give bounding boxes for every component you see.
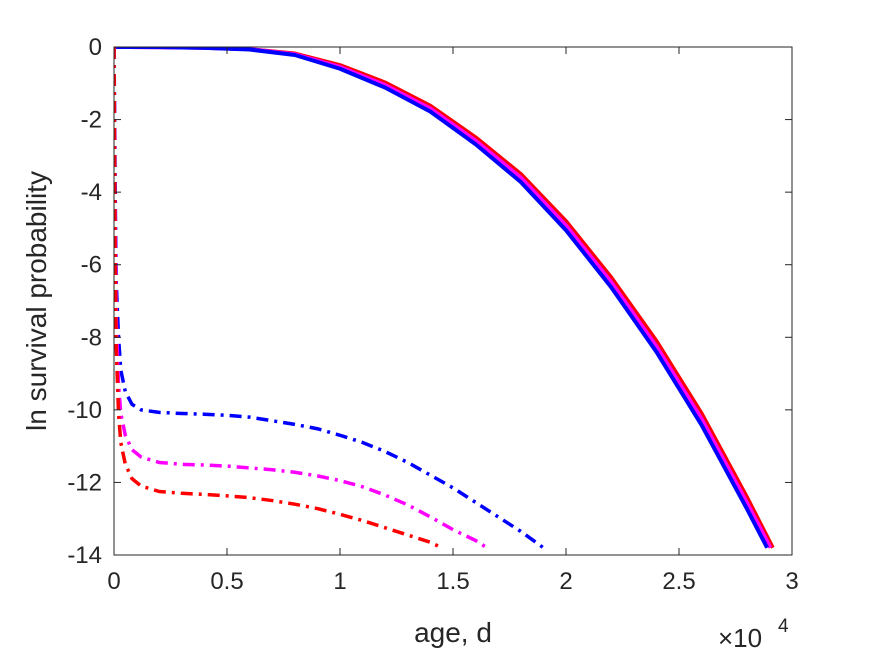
x-tick-label: 2.5 <box>662 568 695 595</box>
x-tick-label: 1 <box>333 568 346 595</box>
x-tick-label: 1.5 <box>436 568 469 595</box>
x-multiplier-exponent: 4 <box>778 616 789 637</box>
x-tick-label: 0.5 <box>210 568 243 595</box>
y-tick-label: -6 <box>81 252 102 279</box>
y-tick-label: -12 <box>67 469 102 496</box>
x-axis-label: age, d <box>414 617 492 648</box>
x-axis-multiplier: ×10 4 <box>718 616 789 653</box>
x-tick-label: 2 <box>559 568 572 595</box>
series-line-4 <box>114 47 545 550</box>
y-axis-label: ln survival probability <box>21 171 52 431</box>
y-tick-label: 0 <box>89 34 102 61</box>
x-tick-label: 3 <box>785 568 798 595</box>
x-tick-label: 0 <box>107 568 120 595</box>
y-tick-label: -14 <box>67 542 102 569</box>
y-tick-label: -8 <box>81 324 102 351</box>
series-line-5 <box>114 47 488 550</box>
y-tick-label: -10 <box>67 397 102 424</box>
y-tick-label: -2 <box>81 107 102 134</box>
series-line-6 <box>114 47 443 550</box>
y-tick-label: -4 <box>81 179 102 206</box>
ticks-layer: 0 0.5 1 1.5 2 2.5 3 0 -2 -4 -6 -8 -10 -12 -14 <box>67 34 798 595</box>
x-multiplier-base: ×10 <box>718 623 762 653</box>
